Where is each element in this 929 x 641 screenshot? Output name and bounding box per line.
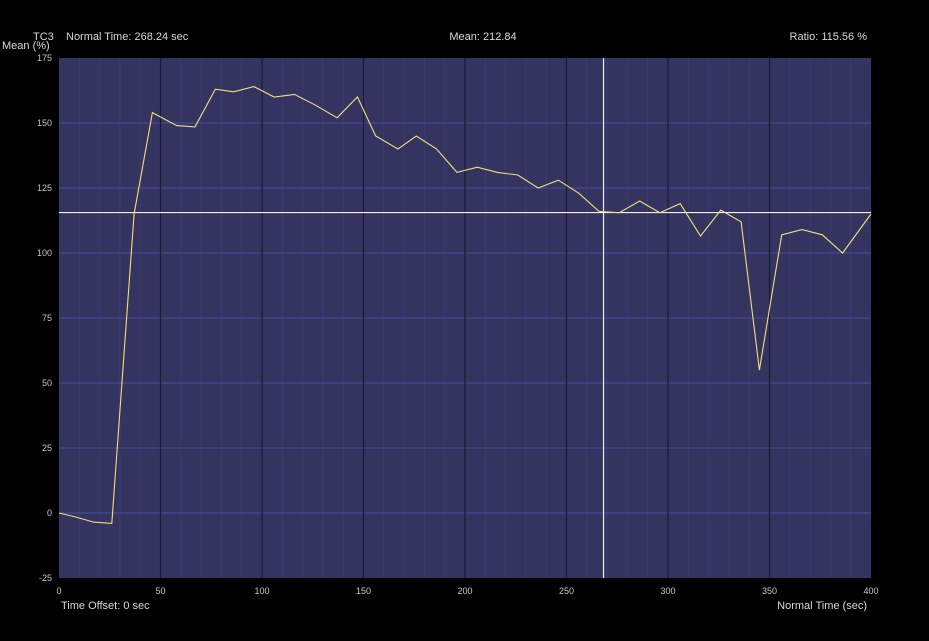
mean-readout: Mean: 212.84 <box>449 31 516 43</box>
x-axis-label: Normal Time (sec) <box>777 600 867 612</box>
y-tick-label: 50 <box>42 378 52 388</box>
y-tick-label: 175 <box>37 53 52 63</box>
y-axis-label: Mean (%) <box>2 40 50 52</box>
time-offset-readout: Time Offset: 0 sec <box>61 600 150 612</box>
x-tick-label: 200 <box>457 586 472 596</box>
x-tick-label: 0 <box>56 586 61 596</box>
series-line <box>58 86 872 524</box>
channel-label: TC3 <box>33 31 54 43</box>
y-tick-label: 100 <box>37 248 52 258</box>
y-axis-ticks: -25 0 25 50 75 100 125 150 175 <box>37 53 52 583</box>
y-tick-label: 75 <box>42 313 52 323</box>
y-tick-label: 150 <box>37 118 52 128</box>
x-tick-label: 350 <box>762 586 777 596</box>
normal-time-readout: Normal Time: 268.24 sec <box>66 31 189 43</box>
major-vertical-grid <box>159 58 771 578</box>
x-tick-label: 100 <box>254 586 269 596</box>
y-tick-label: 25 <box>42 443 52 453</box>
x-tick-label: 400 <box>863 586 878 596</box>
ratio-readout: Ratio: 115.56 % <box>790 31 868 43</box>
y-tick-label: 125 <box>37 183 52 193</box>
x-axis-ticks: 0 50 100 150 200 250 300 350 400 <box>56 586 878 596</box>
x-tick-label: 250 <box>559 586 574 596</box>
x-tick-label: 150 <box>356 586 371 596</box>
x-tick-label: 300 <box>660 586 675 596</box>
y-tick-label: -25 <box>39 573 52 583</box>
y-tick-label: 0 <box>47 508 52 518</box>
x-tick-label: 50 <box>155 586 165 596</box>
